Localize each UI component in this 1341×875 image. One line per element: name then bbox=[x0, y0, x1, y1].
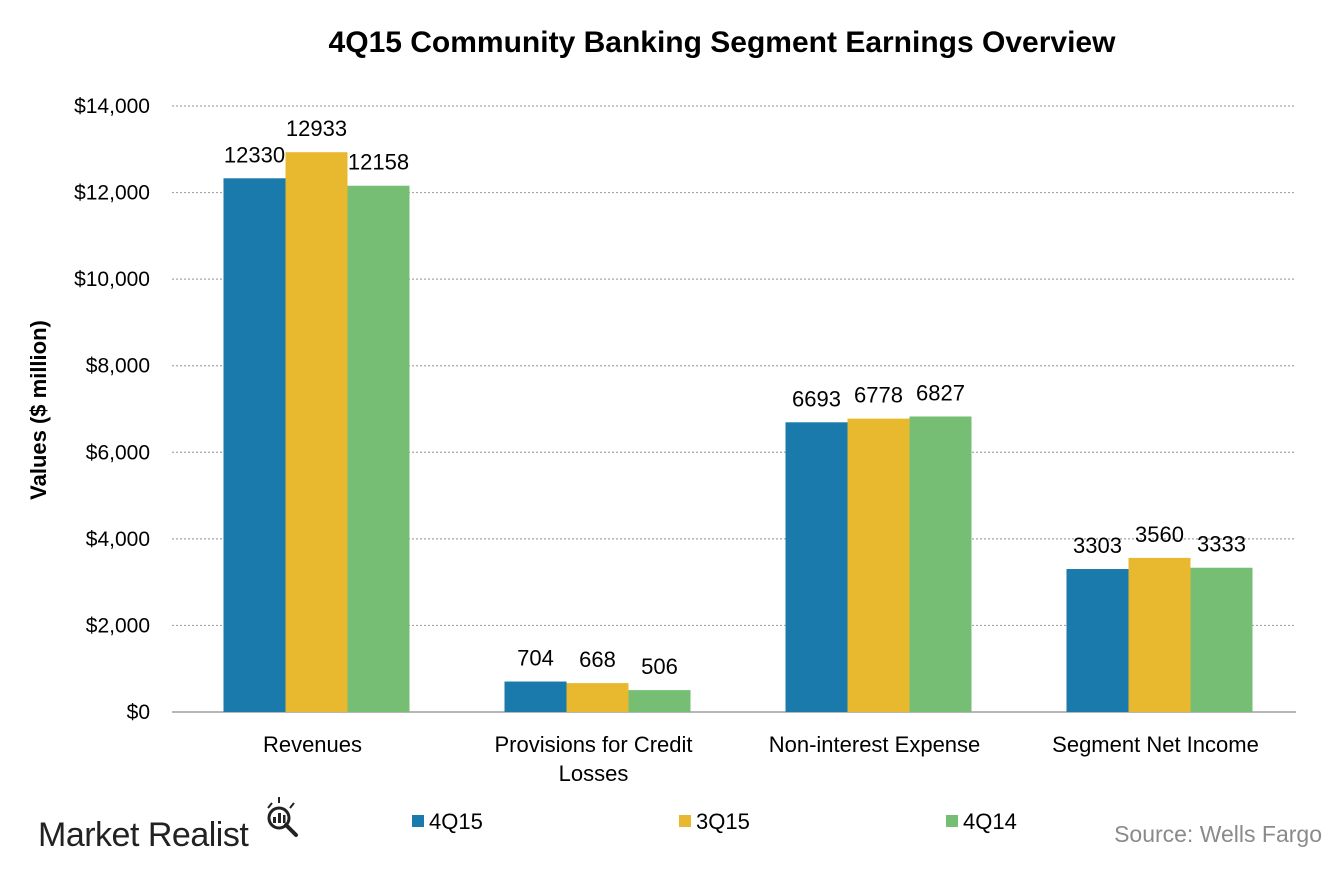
market-realist-logo: Market Realist bbox=[38, 797, 298, 854]
data-label: 3333 bbox=[1197, 532, 1246, 557]
legend-swatch-3q15 bbox=[679, 815, 691, 827]
logo-text: Market Realist bbox=[38, 816, 249, 854]
y-tick-label: $12,000 bbox=[74, 182, 150, 205]
data-label: 704 bbox=[517, 646, 554, 671]
data-label: 6778 bbox=[854, 383, 903, 408]
legend-label: 4Q14 bbox=[963, 809, 1017, 834]
bar-4q14-2 bbox=[909, 416, 972, 712]
gridlines bbox=[172, 105, 1296, 713]
data-label: 12330 bbox=[224, 142, 285, 167]
y-tick-label: $4,000 bbox=[86, 528, 150, 551]
data-label: 506 bbox=[641, 654, 678, 679]
category-label: Losses bbox=[559, 761, 629, 786]
bar-4q14-3 bbox=[1190, 567, 1253, 712]
y-tick-label: $14,000 bbox=[74, 95, 150, 118]
category-label: Revenues bbox=[263, 732, 362, 757]
y-tick-label: $6,000 bbox=[86, 441, 150, 464]
bar-4q14-1 bbox=[628, 690, 691, 712]
data-label: 3560 bbox=[1135, 522, 1184, 547]
bar-3q15-0 bbox=[285, 152, 348, 712]
bar-4q14-0 bbox=[347, 185, 410, 712]
data-label: 668 bbox=[579, 647, 616, 672]
data-label: 6827 bbox=[916, 380, 965, 405]
category-labels: Revenues Provisions for Credit Losses Non-i… bbox=[263, 732, 1259, 786]
bar-4q15-3 bbox=[1066, 569, 1129, 712]
y-tick-label: $2,000 bbox=[86, 614, 150, 637]
bar-3q15-3 bbox=[1128, 557, 1191, 712]
magnifier-icon bbox=[267, 797, 298, 837]
bars bbox=[223, 152, 1253, 713]
category-label: Non-interest Expense bbox=[769, 732, 981, 757]
category-label: Provisions for Credit bbox=[494, 732, 692, 757]
y-tick-label: $10,000 bbox=[74, 268, 150, 291]
bar-3q15-1 bbox=[566, 683, 629, 712]
chart-title: 4Q15 Community Banking Segment Earnings … bbox=[329, 26, 1117, 59]
legend-swatch-4q14 bbox=[946, 815, 958, 827]
data-label: 12158 bbox=[348, 150, 409, 175]
bar-4q15-2 bbox=[785, 422, 848, 712]
legend-label: 4Q15 bbox=[429, 809, 483, 834]
bar-4q15-0 bbox=[223, 178, 286, 713]
y-tick-label: $8,000 bbox=[86, 355, 150, 378]
data-label: 6693 bbox=[792, 386, 841, 411]
bar-4q15-1 bbox=[504, 681, 567, 712]
bar-3q15-2 bbox=[847, 418, 910, 712]
category-label: Segment Net Income bbox=[1052, 732, 1259, 757]
legend-label: 3Q15 bbox=[696, 809, 750, 834]
y-axis-label: Values ($ million) bbox=[26, 320, 51, 500]
legend-swatch-4q15 bbox=[412, 815, 424, 827]
data-label: 3303 bbox=[1073, 533, 1122, 558]
y-axis-ticks: $0 $2,000 $4,000 $6,000 $8,000 $10,000 $12,000… bbox=[74, 95, 150, 724]
y-tick-label: $0 bbox=[127, 701, 150, 724]
source-note: Source: Wells Fargo bbox=[1114, 821, 1322, 847]
legend: 4Q15 3Q15 4Q14 bbox=[412, 809, 1017, 834]
data-label: 12933 bbox=[286, 116, 347, 141]
